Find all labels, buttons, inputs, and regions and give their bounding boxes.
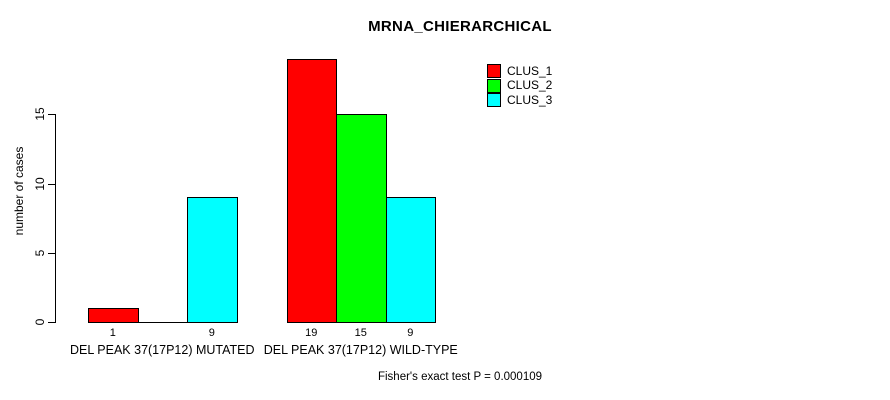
bar-clus_1 bbox=[286, 59, 337, 323]
bar-clus_2 bbox=[336, 114, 387, 323]
y-tick-mark bbox=[48, 322, 55, 323]
bar-value-label: 9 bbox=[407, 327, 414, 339]
y-tick-mark bbox=[48, 184, 55, 185]
bar-clus_1 bbox=[88, 308, 139, 323]
legend-swatch-clus_1 bbox=[487, 64, 501, 79]
legend-swatch-clus_2 bbox=[487, 78, 501, 93]
bar-value-label: 9 bbox=[208, 327, 215, 339]
y-axis-label: number of cases bbox=[12, 146, 26, 236]
baseline bbox=[88, 322, 237, 323]
y-tick-mark bbox=[48, 253, 55, 254]
legend: CLUS_1 CLUS_2 CLUS_3 bbox=[487, 64, 552, 108]
bar-clus_3 bbox=[385, 197, 436, 323]
y-tick-label: 0 bbox=[33, 318, 47, 326]
legend-label: CLUS_2 bbox=[507, 78, 553, 93]
bar-value-label: 15 bbox=[354, 327, 367, 339]
y-tick-label: 10 bbox=[33, 177, 47, 191]
y-tick-label: 5 bbox=[33, 249, 47, 257]
bar-value-label: 19 bbox=[305, 327, 318, 339]
footnote-text: Fisher's exact test P = 0.000109 bbox=[377, 371, 543, 383]
legend-label: CLUS_1 bbox=[507, 63, 553, 78]
legend-item: CLUS_2 bbox=[487, 78, 553, 94]
legend-label: CLUS_3 bbox=[507, 92, 553, 107]
legend-item: CLUS_1 bbox=[487, 64, 552, 79]
chart-title: MRNA_CHIERARCHICAL bbox=[368, 18, 552, 35]
bar-clus_3 bbox=[187, 197, 238, 323]
y-axis-line bbox=[55, 114, 56, 323]
bar-value-label: 1 bbox=[109, 327, 116, 339]
category-label: DEL PEAK 37(17P12) WILD-TYPE bbox=[263, 343, 458, 357]
legend-swatch-clus_3 bbox=[487, 93, 501, 108]
y-tick-mark bbox=[48, 114, 55, 115]
legend-item: CLUS_3 bbox=[487, 93, 552, 108]
y-tick-label: 15 bbox=[33, 107, 47, 121]
category-label: DEL PEAK 37(17P12) MUTATED bbox=[69, 343, 255, 357]
